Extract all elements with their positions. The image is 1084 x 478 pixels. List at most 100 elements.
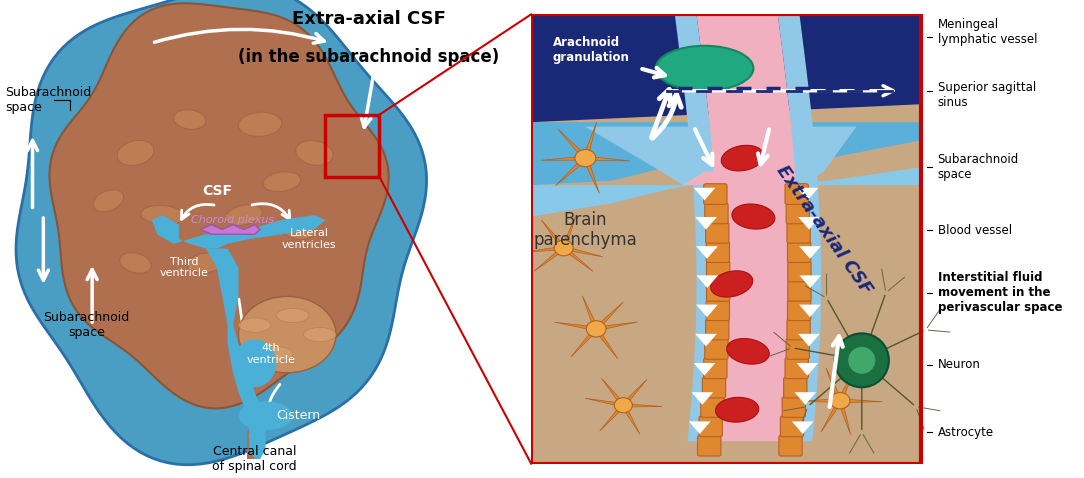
Polygon shape [777, 14, 821, 441]
Text: Arachnoid
granulation: Arachnoid granulation [553, 36, 630, 64]
FancyBboxPatch shape [707, 261, 730, 282]
Ellipse shape [238, 402, 293, 430]
FancyBboxPatch shape [701, 397, 724, 417]
Polygon shape [16, 0, 427, 465]
Polygon shape [798, 217, 820, 229]
Text: Meningeal
lymphatic vessel: Meningeal lymphatic vessel [938, 18, 1037, 46]
Polygon shape [562, 216, 576, 249]
Polygon shape [696, 246, 718, 259]
Text: Choroid plexus: Choroid plexus [192, 215, 274, 225]
FancyBboxPatch shape [698, 435, 721, 456]
Polygon shape [599, 404, 625, 431]
Polygon shape [798, 399, 840, 402]
FancyBboxPatch shape [704, 184, 727, 205]
Polygon shape [571, 328, 598, 357]
Polygon shape [531, 167, 921, 217]
Polygon shape [840, 399, 882, 402]
Ellipse shape [233, 339, 276, 387]
FancyBboxPatch shape [702, 377, 725, 398]
Text: Brain
parenchyma: Brain parenchyma [533, 211, 637, 250]
Ellipse shape [721, 145, 764, 171]
Polygon shape [201, 225, 260, 234]
Polygon shape [799, 275, 821, 288]
Ellipse shape [586, 321, 606, 337]
FancyBboxPatch shape [707, 281, 730, 301]
Ellipse shape [575, 150, 596, 167]
Bar [531, 14, 921, 464]
Ellipse shape [830, 392, 850, 409]
Ellipse shape [225, 205, 262, 225]
Polygon shape [152, 215, 325, 249]
Text: Interstitial fluid
movement in the
perivascular space: Interstitial fluid movement in the periv… [938, 272, 1062, 315]
Ellipse shape [238, 318, 271, 332]
Ellipse shape [119, 253, 152, 273]
Text: (in the subarachnoid space): (in the subarachnoid space) [237, 48, 500, 66]
Polygon shape [623, 403, 662, 407]
Ellipse shape [282, 219, 314, 239]
FancyBboxPatch shape [705, 203, 728, 224]
Polygon shape [797, 188, 818, 200]
Polygon shape [582, 296, 598, 329]
Polygon shape [50, 3, 389, 408]
Ellipse shape [117, 141, 154, 165]
Polygon shape [585, 127, 856, 185]
Polygon shape [797, 363, 818, 376]
Text: Extra-axial CSF: Extra-axial CSF [292, 10, 446, 28]
FancyBboxPatch shape [706, 319, 728, 340]
Polygon shape [674, 14, 718, 441]
FancyBboxPatch shape [706, 300, 730, 321]
Polygon shape [696, 14, 799, 441]
Polygon shape [594, 302, 623, 330]
Polygon shape [696, 304, 718, 317]
Ellipse shape [848, 347, 875, 374]
Polygon shape [583, 122, 596, 159]
Polygon shape [683, 172, 802, 185]
FancyBboxPatch shape [705, 338, 728, 359]
Text: Superior sagittal
sinus: Superior sagittal sinus [938, 81, 1036, 109]
Ellipse shape [835, 333, 889, 387]
Text: CSF: CSF [202, 184, 232, 198]
Polygon shape [602, 379, 625, 406]
FancyBboxPatch shape [787, 319, 810, 340]
Polygon shape [583, 158, 599, 193]
Polygon shape [555, 322, 596, 331]
Polygon shape [558, 129, 588, 159]
Ellipse shape [260, 347, 293, 361]
Polygon shape [694, 188, 715, 200]
Polygon shape [692, 392, 713, 405]
Polygon shape [534, 247, 565, 271]
FancyBboxPatch shape [785, 358, 809, 379]
Text: Subarachnoid
space: Subarachnoid space [938, 153, 1019, 181]
Text: 4th
ventricle: 4th ventricle [246, 343, 296, 365]
Text: Neuron: Neuron [938, 358, 981, 371]
Text: Cistern: Cistern [276, 409, 320, 423]
Ellipse shape [238, 112, 282, 136]
Ellipse shape [656, 46, 753, 91]
Text: Astrocyte: Astrocyte [938, 426, 994, 439]
FancyBboxPatch shape [788, 261, 811, 282]
Polygon shape [531, 122, 921, 185]
Polygon shape [541, 156, 585, 160]
FancyBboxPatch shape [783, 397, 805, 417]
Polygon shape [247, 430, 260, 459]
Polygon shape [524, 246, 564, 252]
Polygon shape [792, 422, 814, 434]
Text: Lateral
ventricles: Lateral ventricles [282, 228, 336, 250]
Polygon shape [821, 400, 842, 432]
Text: Third
ventricle: Third ventricle [159, 257, 209, 279]
Polygon shape [585, 398, 623, 407]
Ellipse shape [615, 398, 632, 413]
Text: Blood vessel: Blood vessel [938, 224, 1011, 237]
Ellipse shape [238, 296, 336, 373]
Polygon shape [585, 156, 630, 161]
Polygon shape [696, 275, 718, 288]
Text: Subarachnoid
space: Subarachnoid space [43, 311, 130, 339]
Polygon shape [621, 380, 647, 406]
Polygon shape [596, 322, 637, 331]
FancyBboxPatch shape [784, 377, 806, 398]
Polygon shape [838, 400, 851, 435]
Ellipse shape [173, 110, 206, 129]
FancyBboxPatch shape [706, 222, 728, 243]
Polygon shape [826, 368, 842, 402]
Bar [325, 115, 379, 177]
